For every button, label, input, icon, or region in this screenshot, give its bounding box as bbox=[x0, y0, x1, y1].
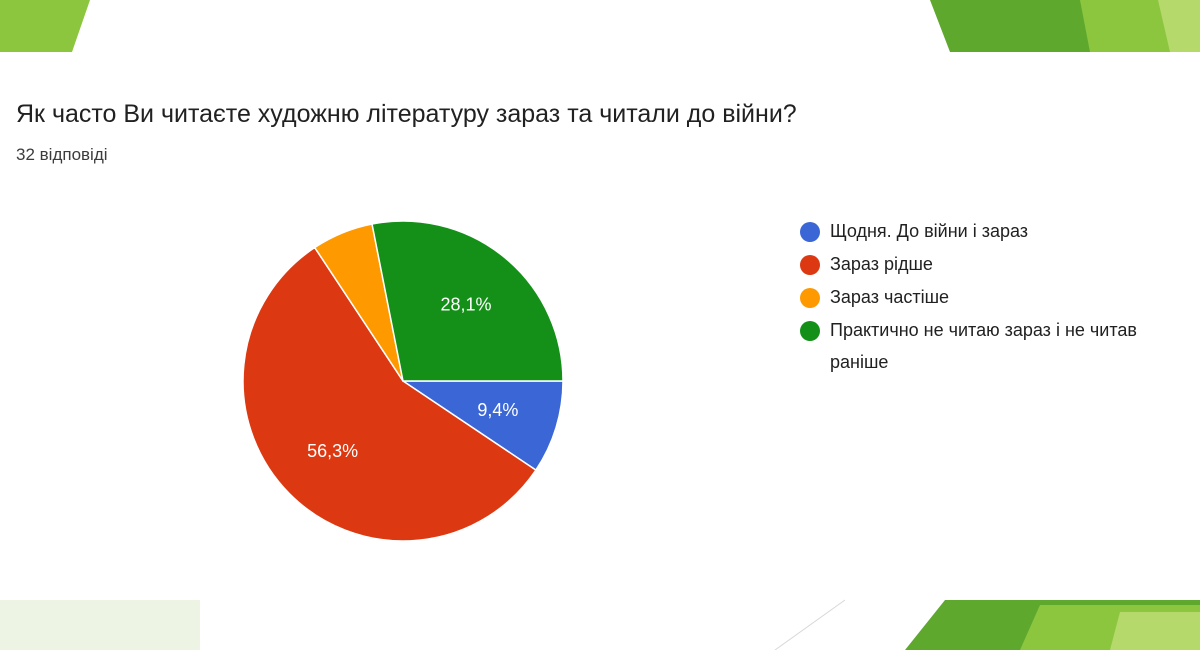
response-count: 32 відповіді bbox=[16, 145, 108, 164]
legend-color-swatch bbox=[800, 255, 820, 275]
question-title: Як часто Ви читаєте художню літературу з… bbox=[16, 100, 797, 128]
deco-top-left-shape bbox=[0, 0, 90, 52]
pie-slice bbox=[371, 220, 564, 382]
legend-label: Щодня. До війни і зараз bbox=[830, 221, 1029, 241]
legend-color-swatch bbox=[800, 222, 820, 242]
legend-color-swatch bbox=[800, 288, 820, 308]
slice-data-label: 28,1% bbox=[440, 294, 491, 314]
chart-legend: Щодня. До війни і зараз Зараз рідше Зараз … bbox=[800, 220, 1200, 384]
pie-slice bbox=[242, 246, 537, 542]
deco-bottom-right-stripe bbox=[1110, 612, 1200, 650]
slice-data-label: 56,3% bbox=[307, 441, 358, 461]
deco-bottom-left-strip bbox=[0, 600, 200, 650]
pie-slice bbox=[400, 380, 564, 472]
legend-label: Практично не читаю зараз і не читав bbox=[830, 320, 1137, 340]
legend-label: раніше bbox=[830, 352, 889, 372]
legend-color-swatch bbox=[800, 321, 820, 341]
slice-data-label: 9,4% bbox=[477, 400, 518, 420]
legend-label: Зараз рідше bbox=[830, 254, 933, 274]
legend-label: Зараз частіше bbox=[830, 287, 950, 307]
deco-top-right-stripe bbox=[1158, 0, 1200, 52]
legend-item: Практично не читаю зараз і не читав раніш… bbox=[800, 319, 1200, 373]
legend-item: Зараз частіше bbox=[800, 286, 1200, 308]
legend-item: Зараз рідше bbox=[800, 253, 1200, 275]
legend-item: Щодня. До війни і зараз bbox=[800, 220, 1200, 242]
deco-diagonal-line bbox=[774, 599, 846, 650]
